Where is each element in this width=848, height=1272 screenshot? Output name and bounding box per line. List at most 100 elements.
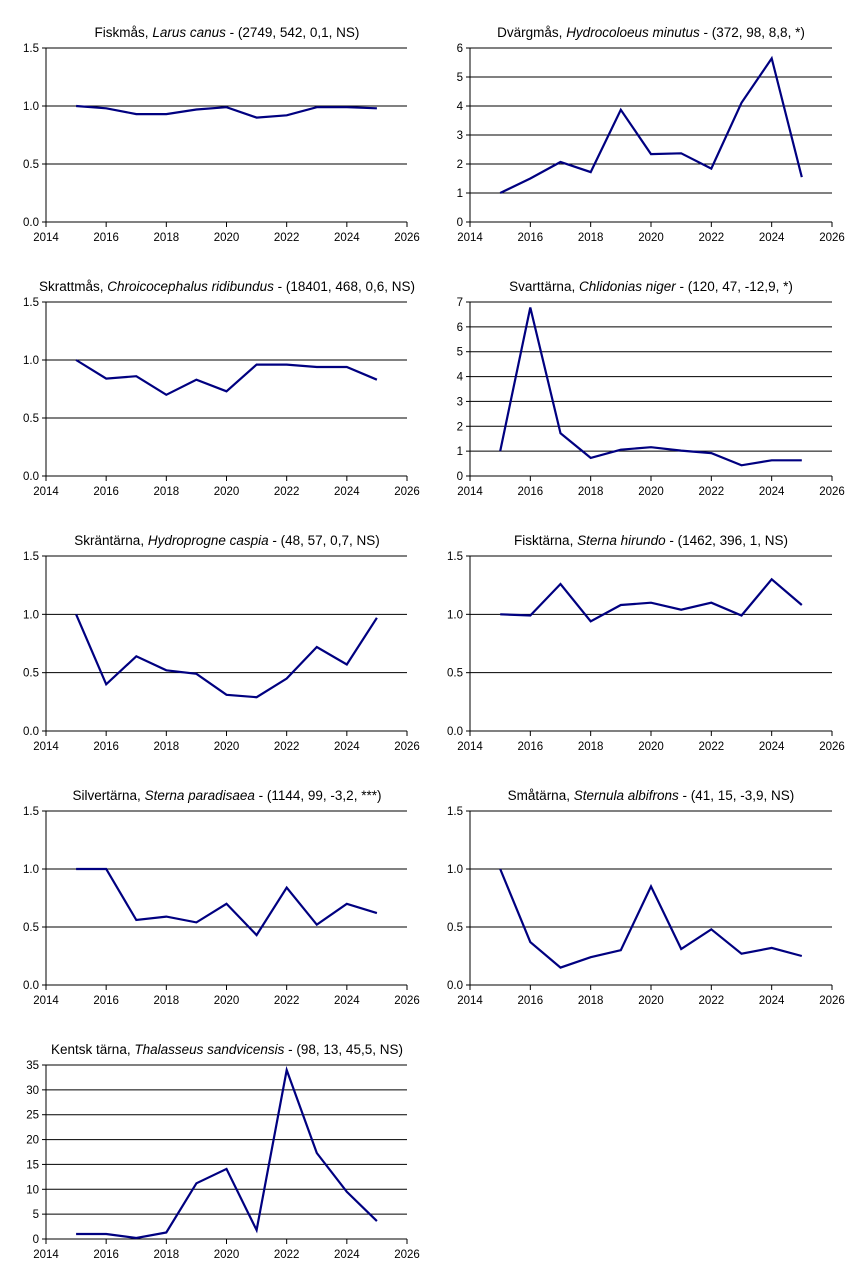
x-tick-label: 2024 [334, 1249, 360, 1261]
y-tick-label: 1.0 [447, 609, 463, 621]
chart-title: Svarttärna, Chlidonias niger - (120, 47,… [509, 279, 793, 294]
y-tick-label: 1.0 [23, 864, 39, 876]
x-tick-label: 2016 [518, 232, 544, 244]
x-tick-label: 2014 [457, 995, 483, 1007]
y-tick-label: 6 [457, 43, 463, 55]
x-tick-label: 2016 [93, 741, 119, 753]
y-tick-label: 1 [457, 446, 463, 458]
x-tick-label: 2022 [274, 741, 300, 753]
chart-title: Silvertärna, Sterna paradisaea - (1144, … [73, 788, 382, 803]
x-tick-label: 2016 [93, 232, 119, 244]
y-tick-label: 0 [457, 471, 463, 483]
chart-title-common-name: Fisktärna, [514, 533, 577, 548]
y-tick-label: 3 [457, 396, 463, 408]
x-tick-label: 2022 [699, 486, 725, 498]
x-tick-label: 2020 [214, 232, 240, 244]
x-tick-label: 2018 [578, 741, 604, 753]
y-tick-label: 0.5 [447, 922, 463, 934]
x-tick-label: 2020 [214, 486, 240, 498]
series-line [500, 577, 803, 623]
x-tick-label: 2014 [33, 232, 59, 244]
y-tick-label: 20 [26, 1135, 39, 1147]
y-tick-label: 0.0 [23, 471, 39, 483]
y-tick-label: 0 [33, 1234, 39, 1246]
chart-title: Fisktärna, Sterna hirundo - (1462, 396, … [514, 533, 788, 548]
x-tick-label: 2016 [518, 995, 544, 1007]
x-tick-label: 2016 [93, 486, 119, 498]
x-tick-label: 2014 [33, 741, 59, 753]
x-tick-label: 2024 [759, 741, 785, 753]
chart-title-common-name: Småtärna, [508, 788, 574, 803]
series-line [76, 1065, 378, 1240]
x-tick-label: 2020 [214, 1249, 240, 1261]
y-tick-label: 7 [457, 297, 463, 309]
x-tick-label: 2022 [274, 1249, 300, 1261]
x-tick-label: 2016 [518, 486, 544, 498]
y-tick-label: 1.0 [447, 864, 463, 876]
y-tick-label: 2 [457, 159, 463, 171]
y-tick-label: 0.0 [23, 980, 39, 992]
chart-title: Skrattmås, Chroicocephalus ridibundus - … [39, 279, 415, 294]
y-tick-label: 1.5 [447, 806, 463, 818]
y-tick-label: 15 [26, 1159, 39, 1171]
x-tick-label: 2020 [638, 486, 664, 498]
x-tick-label: 2018 [154, 232, 180, 244]
y-tick-label: 0.0 [447, 980, 463, 992]
chart-title-species: Sterna paradisaea [145, 788, 256, 803]
chart-title-stats: - (98, 13, 45,5, NS) [284, 1042, 403, 1057]
y-tick-label: 4 [457, 372, 464, 384]
chart-title-stats: - (372, 98, 8,8, *) [700, 25, 805, 40]
chart-panel: Fisktärna, Sterna hirundo - (1462, 396, … [447, 533, 845, 753]
y-tick-label: 0.5 [23, 922, 39, 934]
y-tick-label: 5 [457, 347, 463, 359]
x-tick-label: 2024 [334, 486, 360, 498]
chart-title-stats: - (1462, 396, 1, NS) [666, 533, 788, 548]
x-tick-label: 2018 [154, 995, 180, 1007]
x-tick-label: 2026 [394, 995, 420, 1007]
chart-panel: Skrattmås, Chroicocephalus ridibundus - … [23, 279, 420, 498]
x-tick-label: 2016 [93, 1249, 119, 1261]
x-tick-label: 2014 [33, 1249, 59, 1261]
chart-title-stats: - (120, 47, -12,9, *) [676, 279, 793, 294]
chart-title: Småtärna, Sternula albifrons - (41, 15, … [508, 788, 795, 803]
y-tick-label: 35 [26, 1060, 39, 1072]
chart-title-species: Sterna hirundo [577, 533, 666, 548]
chart-panel: Kentsk tärna, Thalasseus sandvicensis - … [26, 1042, 420, 1261]
x-tick-label: 2026 [819, 232, 845, 244]
y-tick-label: 0.0 [447, 726, 463, 738]
series-line [76, 104, 377, 119]
x-tick-label: 2026 [394, 741, 420, 753]
chart-title-common-name: Skrattmås, [39, 279, 107, 294]
y-tick-label: 0.5 [447, 668, 463, 680]
chart-title-species: Hydrocoloeus minutus [566, 25, 700, 40]
y-tick-label: 5 [33, 1209, 39, 1221]
x-tick-label: 2018 [154, 486, 180, 498]
chart-title-species: Larus canus [152, 25, 226, 40]
x-tick-label: 2014 [33, 995, 59, 1007]
y-tick-label: 0.0 [23, 217, 39, 229]
y-tick-label: 0.5 [23, 159, 39, 171]
chart-title-common-name: Dvärgmås, [497, 25, 566, 40]
x-tick-label: 2018 [578, 486, 604, 498]
y-tick-label: 1.0 [23, 609, 39, 621]
chart-title-common-name: Svarttärna, [509, 279, 579, 294]
x-tick-label: 2022 [274, 995, 300, 1007]
y-tick-label: 0.5 [23, 668, 39, 680]
series-line [499, 55, 803, 194]
chart-title-stats: - (48, 57, 0,7, NS) [269, 533, 380, 548]
chart-panel: Silvertärna, Sterna paradisaea - (1144, … [23, 788, 420, 1007]
x-tick-label: 2024 [334, 232, 360, 244]
x-tick-label: 2018 [578, 232, 604, 244]
x-tick-label: 2026 [819, 995, 845, 1007]
x-tick-label: 2016 [518, 741, 544, 753]
y-tick-label: 1.0 [23, 101, 39, 113]
y-tick-label: 1.0 [23, 355, 39, 367]
y-tick-label: 0.0 [23, 726, 39, 738]
chart-title-stats: - (1144, 99, -3,2, ***) [255, 788, 382, 803]
x-tick-label: 2022 [699, 232, 725, 244]
x-tick-label: 2026 [819, 741, 845, 753]
chart-title-common-name: Fiskmås, [95, 25, 153, 40]
x-tick-label: 2024 [334, 741, 360, 753]
y-tick-label: 30 [26, 1085, 39, 1097]
x-tick-label: 2016 [93, 995, 119, 1007]
